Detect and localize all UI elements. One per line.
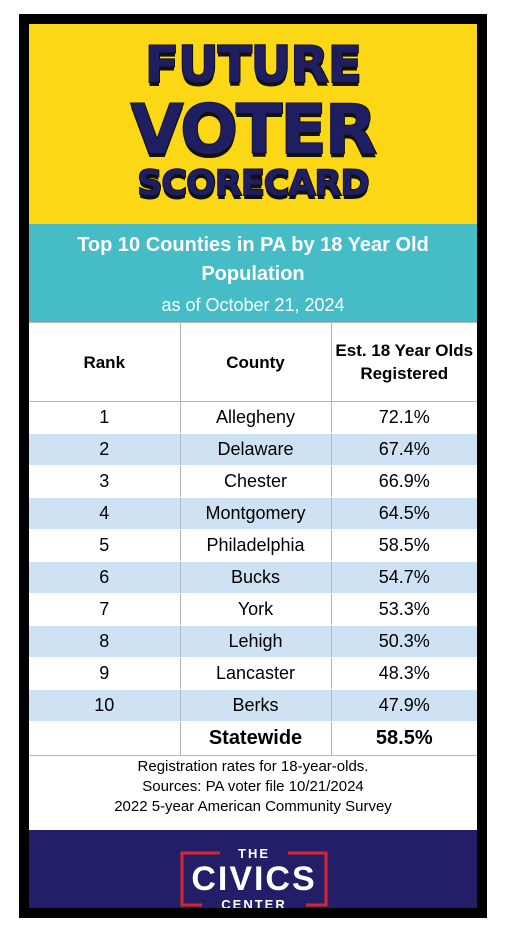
county-cell: Philadelphia [179, 529, 332, 562]
rank-cell: 4 [29, 497, 181, 530]
statewide-empty-cell [29, 721, 181, 756]
county-cell: Montgomery [179, 497, 332, 530]
scorecard-card: FUTURE VOTER SCORECARD Top 10 Counties i… [19, 14, 487, 918]
rank-cell: 3 [29, 465, 181, 498]
table-row: 6 Bucks 54.7% [29, 561, 477, 594]
rank-cell: 2 [29, 433, 181, 466]
headline-line-2: VOTER [130, 91, 378, 170]
county-cell: Bucks [179, 561, 332, 594]
headline-line-1: FUTURE [144, 36, 363, 94]
note-line-1: Registration rates for 18-year-olds. [137, 758, 369, 775]
table-row: 4 Montgomery 64.5% [29, 497, 477, 530]
rate-cell: 64.5% [330, 497, 477, 530]
county-cell: Berks [179, 689, 332, 722]
statewide-label: Statewide [179, 721, 332, 756]
rate-cell: 47.9% [330, 689, 477, 722]
source-notes: Registration rates for 18-year-olds. Sou… [29, 757, 477, 829]
subtitle-banner: Top 10 Counties in PA by 18 Year Old Pop… [29, 224, 477, 322]
rank-cell: 6 [29, 561, 181, 594]
logo-civics: CIVICS [191, 860, 317, 898]
rate-cell: 54.7% [330, 561, 477, 594]
header-rank: Rank [29, 322, 181, 402]
table-header-row: Rank County Est. 18 Year Olds Registered [29, 322, 477, 402]
headline-banner: FUTURE VOTER SCORECARD [29, 24, 477, 224]
headline-line-3: SCORECARD [136, 164, 370, 204]
county-cell: Delaware [179, 433, 332, 466]
county-cell: Allegheny [179, 401, 332, 434]
footer-banner: THE CIVICS CENTER [29, 830, 477, 912]
date-note: as of October 21, 2024 [161, 295, 345, 315]
civics-center-logo: THE CIVICS CENTER [176, 844, 332, 912]
table-row: 3 Chester 66.9% [29, 465, 477, 498]
rate-cell: 48.3% [330, 657, 477, 690]
county-cell: Lancaster [179, 657, 332, 690]
county-cell: Chester [179, 465, 332, 498]
table-row: 2 Delaware 67.4% [29, 433, 477, 466]
header-rate: Est. 18 Year Olds Registered [330, 322, 477, 402]
header-county: County [179, 322, 332, 402]
table-row: 9 Lancaster 48.3% [29, 657, 477, 690]
rank-cell: 5 [29, 529, 181, 562]
rate-cell: 50.3% [330, 625, 477, 658]
rate-cell: 72.1% [330, 401, 477, 434]
logo-the: THE [238, 846, 270, 861]
ranking-table: Rank County Est. 18 Year Olds Registered… [29, 322, 477, 756]
table-row: 8 Lehigh 50.3% [29, 625, 477, 658]
table-row: 5 Philadelphia 58.5% [29, 529, 477, 562]
county-cell: York [179, 593, 332, 626]
rank-cell: 10 [29, 689, 181, 722]
statewide-rate: 58.5% [330, 721, 477, 756]
rank-cell: 1 [29, 401, 181, 434]
note-line-2: Sources: PA voter file 10/21/2024 [142, 778, 364, 795]
table-body: 1 Allegheny 72.1% 2 Delaware 67.4% 3 Chester 66.… [29, 401, 477, 756]
rate-cell: 66.9% [330, 465, 477, 498]
rank-cell: 7 [29, 593, 181, 626]
statewide-row: Statewide 58.5% [29, 721, 477, 756]
table-row: 7 York 53.3% [29, 593, 477, 626]
logo-frame-icon [180, 851, 328, 907]
table-row: 1 Allegheny 72.1% [29, 401, 477, 434]
subtitle: Top 10 Counties in PA by 18 Year Old Pop… [77, 234, 429, 285]
rate-cell: 58.5% [330, 529, 477, 562]
rank-cell: 8 [29, 625, 181, 658]
rank-cell: 9 [29, 657, 181, 690]
note-line-3: 2022 5-year American Community Survey [114, 798, 392, 815]
county-cell: Lehigh [179, 625, 332, 658]
logo-center: CENTER [221, 897, 287, 912]
table-row: 10 Berks 47.9% [29, 689, 477, 722]
rate-cell: 67.4% [330, 433, 477, 466]
rate-cell: 53.3% [330, 593, 477, 626]
